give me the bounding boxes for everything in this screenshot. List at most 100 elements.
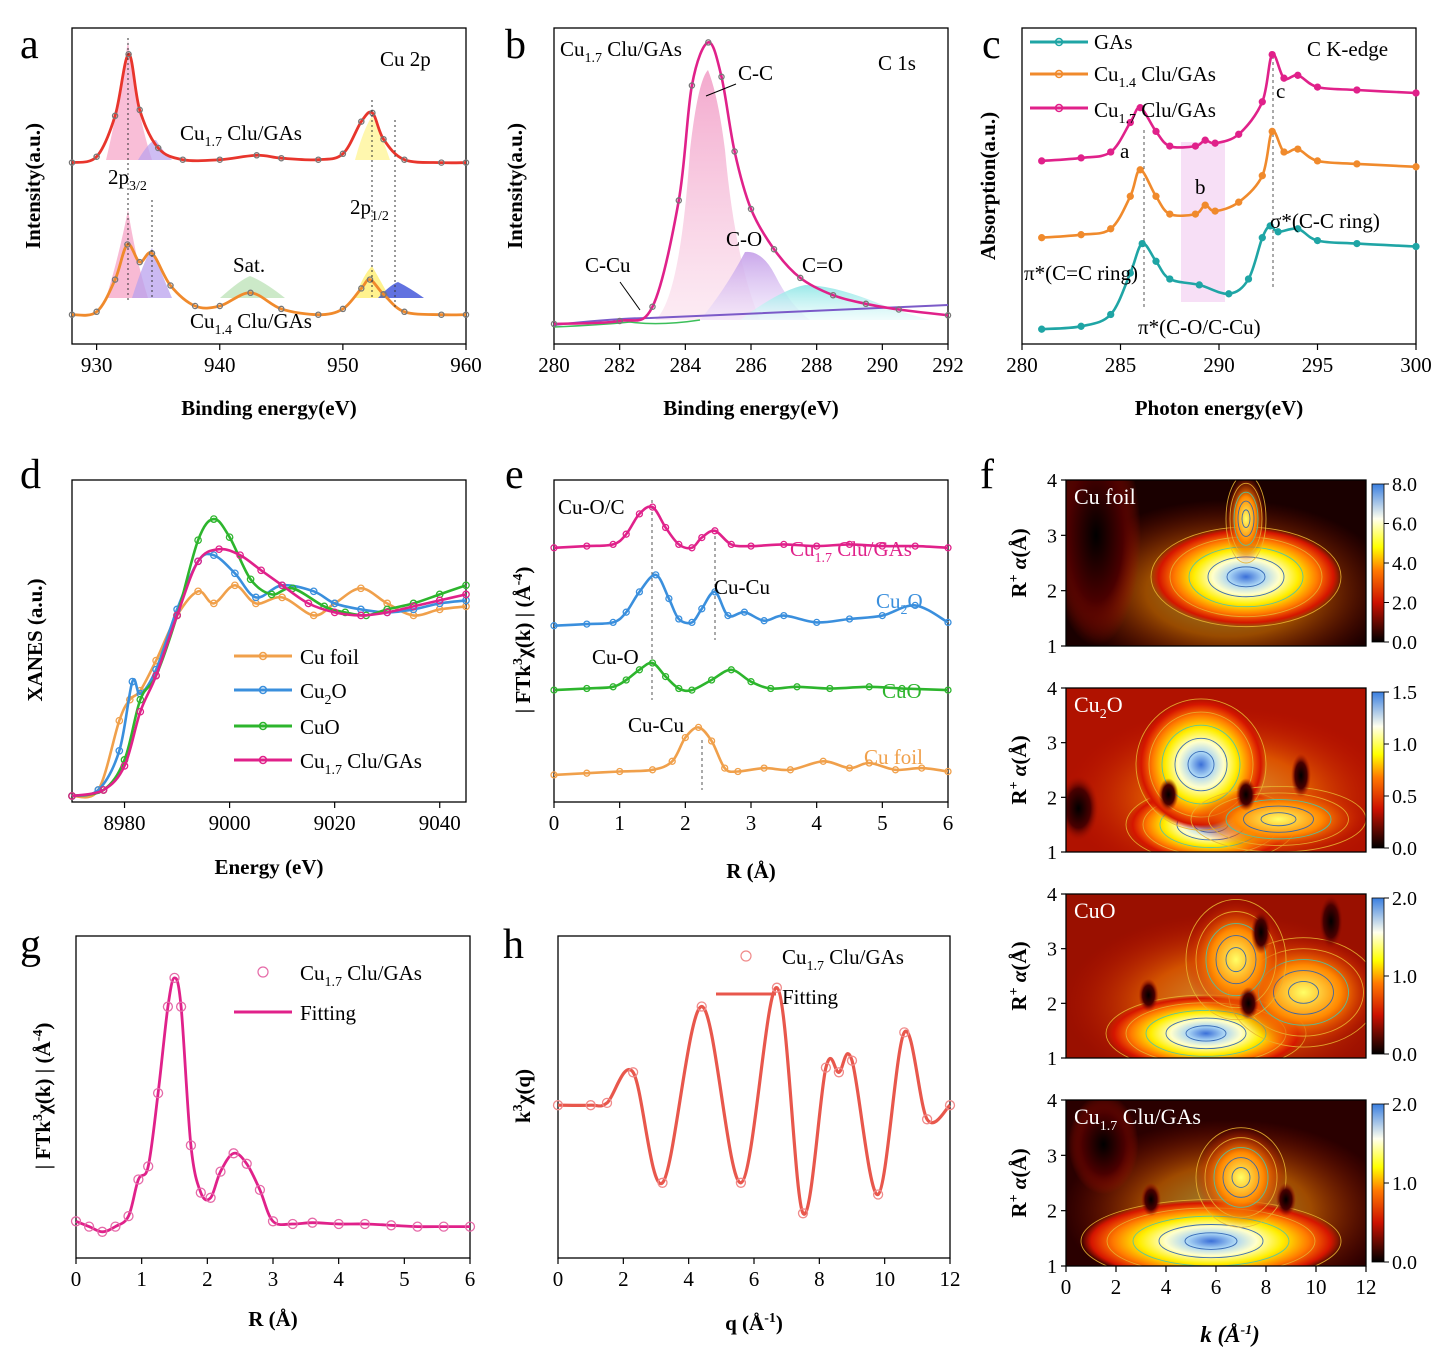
data-point-b-0-4 xyxy=(688,82,696,89)
data-point-d-1-2 xyxy=(115,746,124,755)
xlabel-g: R (Å) xyxy=(248,1307,298,1331)
data-point-d-1-13 xyxy=(330,599,339,608)
plot-frame-h xyxy=(557,935,951,1259)
data-point-c-2-3 xyxy=(1126,118,1134,127)
data-point-e-1-2 xyxy=(609,618,617,627)
series-line-h-0 xyxy=(557,986,952,1216)
data-point-d-0-2 xyxy=(115,716,124,725)
data-point-c-2-10 xyxy=(1235,130,1243,138)
heatmap-ytick-label-1-0: 1 xyxy=(1047,842,1057,864)
heatmap-ytick-label-3-0: 1 xyxy=(1047,1256,1057,1278)
x-tick-label-a-2: 950 xyxy=(327,353,359,377)
heatmap-contour-0-1-4 xyxy=(1229,482,1263,555)
data-point-h-0-0 xyxy=(552,1100,564,1111)
legend-label-c-cu14: Cu1.4 Clu/GAs xyxy=(1094,62,1216,91)
label-c-b: b xyxy=(1195,175,1206,199)
data-point-c-0-1 xyxy=(1077,322,1085,330)
data-point-e-2-5 xyxy=(648,659,657,667)
heatmap-ylabel-0: R+ α(Å) xyxy=(1007,528,1031,597)
heatmap-contour-2-2-2 xyxy=(1215,935,1257,985)
x-axis-e: 0 1 2 3 4 5 6 xyxy=(549,802,953,835)
x-tick-label-b-3: 286 xyxy=(735,353,767,377)
legend-marker-d-cuo xyxy=(258,721,268,731)
legend-c: GAs Cu1.4 Clu/GAs Cu1.7 Clu/GAs xyxy=(1030,30,1216,127)
colorbar-label-1-2: 1.0 xyxy=(1392,734,1417,756)
data-point-g-0-11 xyxy=(185,1140,197,1151)
data-point-e-2-10 xyxy=(727,666,735,674)
panel-b: b Cu1.7 Clu/GAs C 1s C-C C-O C=O C-Cu 28… xyxy=(503,22,964,420)
data-point-e-3-14 xyxy=(865,759,873,767)
data-point-b-0-3 xyxy=(675,197,683,204)
peak-fill-a1 xyxy=(106,40,152,160)
data-point-c-2-13 xyxy=(1280,74,1288,82)
data-point-a-1-15 xyxy=(380,291,387,298)
legend-label-g-data: Cu1.7 Clu/GAs xyxy=(300,961,422,990)
peak-fill-a3 xyxy=(355,116,390,160)
data-point-c-1-12 xyxy=(1268,127,1276,136)
data-point-d-3-4 xyxy=(152,671,160,680)
data-point-d-3-1 xyxy=(99,786,108,794)
label-b-co: C-O xyxy=(726,227,762,251)
data-point-e-1-1 xyxy=(583,620,591,628)
heatmap-contour-1-2-3 xyxy=(1225,799,1332,840)
data-point-e-1-19 xyxy=(944,618,952,627)
label-e-cuo: Cu-O xyxy=(592,645,639,669)
data-point-e-3-12 xyxy=(819,757,827,765)
colorbar-3 xyxy=(1371,1103,1385,1263)
x-tick-label-g-3: 3 xyxy=(268,1267,279,1291)
heatmap-contour-2-0-2 xyxy=(1165,1017,1247,1050)
label-b-cc: C-C xyxy=(738,61,773,85)
data-point-e-2-17 xyxy=(944,686,952,694)
data-point-d-3-6 xyxy=(194,557,202,566)
data-point-g-0-22 xyxy=(359,1218,371,1230)
data-point-d-3-2 xyxy=(120,762,129,770)
panel-a: a Cu 2p Cu1.7 Clu/GAs 2p3/2 2p1/2 Sat. C… xyxy=(20,22,482,420)
heatmap-contour-3-1-5 xyxy=(1195,1127,1287,1228)
heatmap-minimum-2-2 xyxy=(1251,910,1271,955)
component-b-ccu xyxy=(553,319,701,328)
data-point-e-3-13 xyxy=(845,764,854,772)
heatmap-minimum-2-1 xyxy=(1238,986,1259,1020)
data-point-d-1-8 xyxy=(209,551,218,560)
data-point-c-0-10 xyxy=(1258,234,1266,242)
label-b-ccu: C-Cu xyxy=(585,253,631,277)
data-point-h-0-9 xyxy=(820,1062,832,1073)
data-point-d-2-7 xyxy=(209,515,218,523)
legend-label-c-cu17: Cu1.7 Clu/GAs xyxy=(1094,98,1216,127)
data-point-b-0-13 xyxy=(895,306,903,313)
heatmap-contour-0-1-2 xyxy=(1237,500,1255,537)
data-point-g-0-10 xyxy=(175,1001,187,1012)
data-point-c-1-2 xyxy=(1107,225,1115,233)
x-tick-label-c-2: 290 xyxy=(1203,353,1235,377)
data-point-b-0-5 xyxy=(705,39,712,46)
label-c-c: c xyxy=(1276,79,1285,103)
heatmap-contour-2-2-1 xyxy=(1225,947,1247,973)
data-point-h-0-3 xyxy=(627,1067,639,1078)
series-line-a-0 xyxy=(71,52,467,165)
data-point-d-3-14 xyxy=(383,608,392,617)
data-point-e-2-7 xyxy=(675,684,683,693)
series-line-d-3 xyxy=(71,547,467,798)
data-point-e-1-14 xyxy=(780,611,788,620)
heatmap-contour-3-1-3 xyxy=(1213,1147,1269,1208)
data-point-a-1-12 xyxy=(339,305,347,313)
colorbar-label-3-2: 2.0 xyxy=(1392,1094,1417,1116)
series-label-e-cuo: CuO xyxy=(882,679,922,703)
data-point-c-2-16 xyxy=(1353,86,1361,94)
x-tick-label-e-2: 2 xyxy=(680,811,691,835)
x-tick-label-d-0: 8980 xyxy=(104,811,146,835)
x-tick-label-e-5: 5 xyxy=(877,811,888,835)
heatmap-minimum-2-0 xyxy=(1138,978,1159,1012)
data-point-e-3-8 xyxy=(721,764,729,772)
data-point-e-2-2 xyxy=(609,683,617,691)
data-point-g-0-24 xyxy=(412,1221,423,1232)
data-point-d-2-9 xyxy=(246,575,255,584)
x-tick-label-g-6: 6 xyxy=(465,1267,476,1291)
x-tick-label-e-1: 1 xyxy=(614,811,625,835)
heatmap-contour-1-2-4 xyxy=(1208,792,1349,846)
data-point-c-0-16 xyxy=(1412,242,1420,251)
label-a-cu14: Cu1.4 Clu/GAs xyxy=(190,309,312,338)
series-line-g-0 xyxy=(75,976,470,1234)
